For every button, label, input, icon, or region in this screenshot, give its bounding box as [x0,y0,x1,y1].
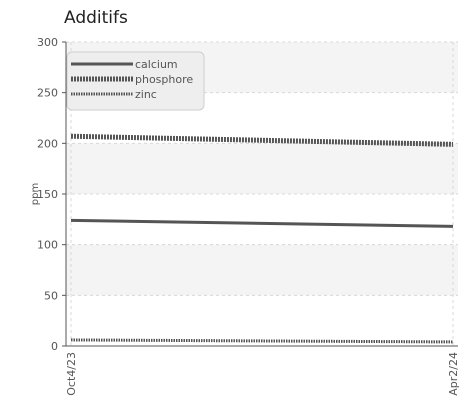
grid-band [66,244,458,296]
series-line-calcium [70,218,454,228]
y-tick-label: 250 [37,87,58,100]
x-tick-label: Apr2/24 [447,352,460,396]
y-tick-label: 150 [37,188,58,201]
y-tick-label: 100 [37,239,58,252]
y-tick-label: 0 [51,340,58,353]
y-tick-label: 200 [37,137,58,150]
series-line-zinc [70,338,454,344]
x-tick-label: Oct4/23 [65,352,78,396]
legend-label-phosphore: phosphore [135,73,193,86]
legend-label-calcium: calcium [135,58,178,71]
y-axis-label: ppm [30,183,41,205]
series-line-phosphore [70,133,454,147]
grid-band [66,143,458,194]
y-tick-label: 300 [37,36,58,49]
chart-title: Additifs [64,8,128,28]
legend-label-zinc: zinc [135,88,157,101]
y-tick-label: 50 [44,289,58,302]
